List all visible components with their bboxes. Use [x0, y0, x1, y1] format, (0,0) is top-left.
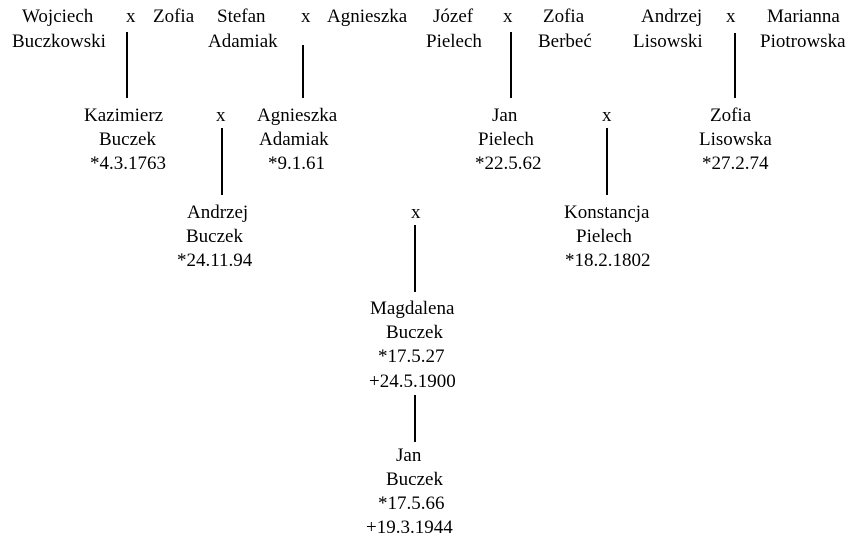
- person-name: Zofia: [543, 6, 585, 27]
- person-name: Zofia: [153, 6, 195, 27]
- person-name: Magdalena: [370, 298, 455, 319]
- person-name: Buczek: [386, 469, 443, 490]
- marriage-mark: x: [411, 202, 421, 223]
- marriage-mark: x: [726, 6, 736, 27]
- person-date: +24.5.1900: [369, 371, 456, 392]
- person-name: Jan: [492, 105, 518, 126]
- person-name: Pielech: [426, 31, 482, 52]
- person-name: Jan: [396, 445, 422, 466]
- person-name: Buczek: [99, 129, 156, 150]
- person-date: *17.5.66: [378, 493, 445, 514]
- person-name: Agnieszka: [257, 105, 338, 126]
- person-name: Andrzej: [187, 202, 249, 223]
- person-name: Lisowski: [633, 31, 703, 52]
- person-name: Adamiak: [259, 129, 329, 150]
- person-name: Józef: [433, 6, 474, 27]
- marriage-mark: x: [216, 105, 226, 126]
- person-date: *18.2.1802: [565, 250, 651, 271]
- person-name: Buczek: [386, 322, 443, 343]
- person-name: Buczek: [186, 226, 243, 247]
- person-name: Lisowska: [699, 129, 772, 150]
- person-name: Kazimierz: [84, 105, 164, 126]
- person-name: Buczkowski: [12, 31, 106, 52]
- person-date: *17.5.27: [378, 346, 445, 367]
- marriage-mark: x: [301, 6, 311, 27]
- person-name: Konstancja: [564, 202, 650, 223]
- person-date: *4.3.1763: [90, 153, 166, 174]
- person-date: *27.2.74: [702, 153, 769, 174]
- person-name: Pielech: [478, 129, 534, 150]
- marriage-mark: x: [503, 6, 513, 27]
- person-name: Agnieszka: [327, 6, 408, 27]
- person-name: Andrzej: [641, 6, 703, 27]
- person-date: *22.5.62: [475, 153, 542, 174]
- marriage-mark: x: [126, 6, 136, 27]
- person-name: Stefan: [217, 6, 266, 27]
- person-date: *24.11.94: [177, 250, 253, 271]
- person-name: Wojciech: [22, 6, 94, 27]
- person-name: Marianna: [767, 6, 840, 27]
- person-date: *9.1.61: [268, 153, 325, 174]
- person-name: Pielech: [576, 226, 632, 247]
- person-date: +19.3.1944: [366, 517, 453, 538]
- marriage-mark: x: [602, 105, 612, 126]
- person-name: Berbeć: [538, 31, 592, 52]
- person-name: Piotrowska: [760, 31, 846, 52]
- person-name: Adamiak: [208, 31, 278, 52]
- person-name: Zofia: [710, 105, 752, 126]
